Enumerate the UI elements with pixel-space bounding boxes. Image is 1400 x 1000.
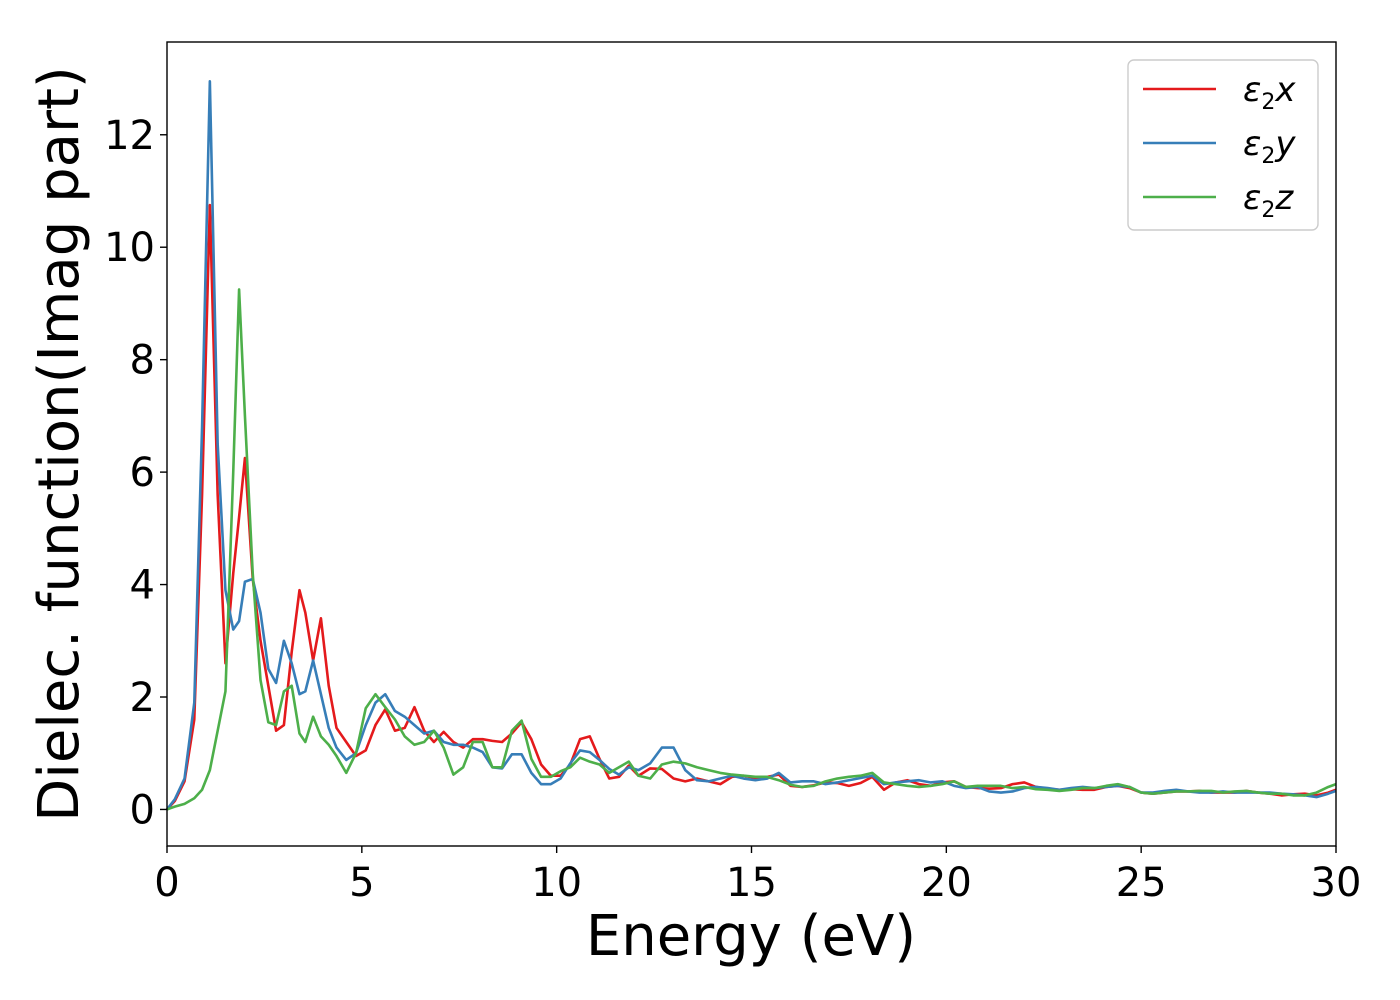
y-tick-label: 6	[130, 450, 155, 496]
series-line-2z	[166, 288, 1337, 811]
legend-label: ε2y	[1243, 124, 1296, 169]
x-tick-label: 5	[349, 860, 374, 906]
legend-label: ε2z	[1243, 178, 1294, 223]
x-tick-label: 10	[531, 860, 582, 906]
y-tick-label: 10	[104, 225, 155, 271]
x-tick-label: 25	[1116, 860, 1167, 906]
x-tick-label: 15	[726, 860, 777, 906]
y-axis-ticks: 0 2 4 6 8 10 12	[104, 113, 167, 833]
x-axis-title: Energy (eV)	[586, 904, 916, 969]
y-axis-title: Dielec. function(Imag part)	[27, 66, 92, 822]
series-line-2y	[165, 80, 1337, 811]
y-tick-label: 2	[130, 675, 155, 721]
legend-box	[1127, 59, 1319, 231]
y-tick-label: 12	[104, 113, 155, 159]
x-axis-ticks: 0 5 10 15 20 25 30	[154, 846, 1361, 906]
legend: ε2x ε2y ε2z	[1127, 59, 1319, 231]
x-tick-label: 20	[921, 860, 972, 906]
y-tick-label: 8	[130, 338, 155, 384]
legend-label: ε2x	[1243, 70, 1296, 115]
x-tick-label: 30	[1311, 860, 1362, 906]
series-lines	[165, 80, 1337, 811]
y-tick-label: 0	[130, 787, 155, 833]
x-tick-label: 0	[154, 860, 179, 906]
y-tick-label: 4	[130, 563, 155, 609]
